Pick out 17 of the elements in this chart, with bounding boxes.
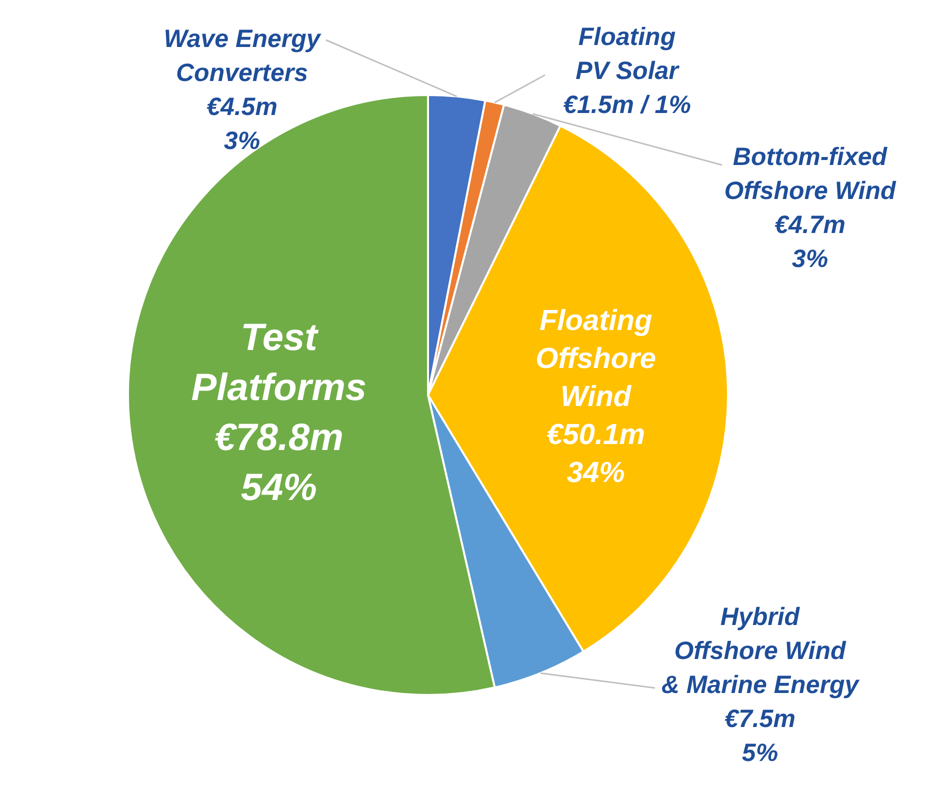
slice-label: Test Platforms xyxy=(191,317,367,410)
text: 54% xyxy=(240,467,317,510)
data-label: €50.1m xyxy=(546,418,646,451)
text: 3% xyxy=(224,127,260,155)
text: 34% xyxy=(566,456,625,489)
slice-label: Hybrid Offshore Wind & Marine Energy xyxy=(661,603,860,699)
data-label: €4.5m xyxy=(206,93,278,121)
text: 5% xyxy=(742,739,778,767)
data-label: €7.5m xyxy=(724,705,796,733)
data-label: €1.5m / 1% xyxy=(563,91,691,119)
data-label: €78.8m xyxy=(214,417,344,460)
slice-label: Wave Energy Converters xyxy=(164,25,322,87)
slice-label: Floating PV Solar xyxy=(576,23,680,85)
data-label: €4.7m xyxy=(774,211,846,239)
text: 3% xyxy=(792,245,828,273)
slice-label: Floating Offshore Wind xyxy=(536,304,656,413)
slice-label: Bottom-fixed Offshore Wind xyxy=(724,143,896,205)
